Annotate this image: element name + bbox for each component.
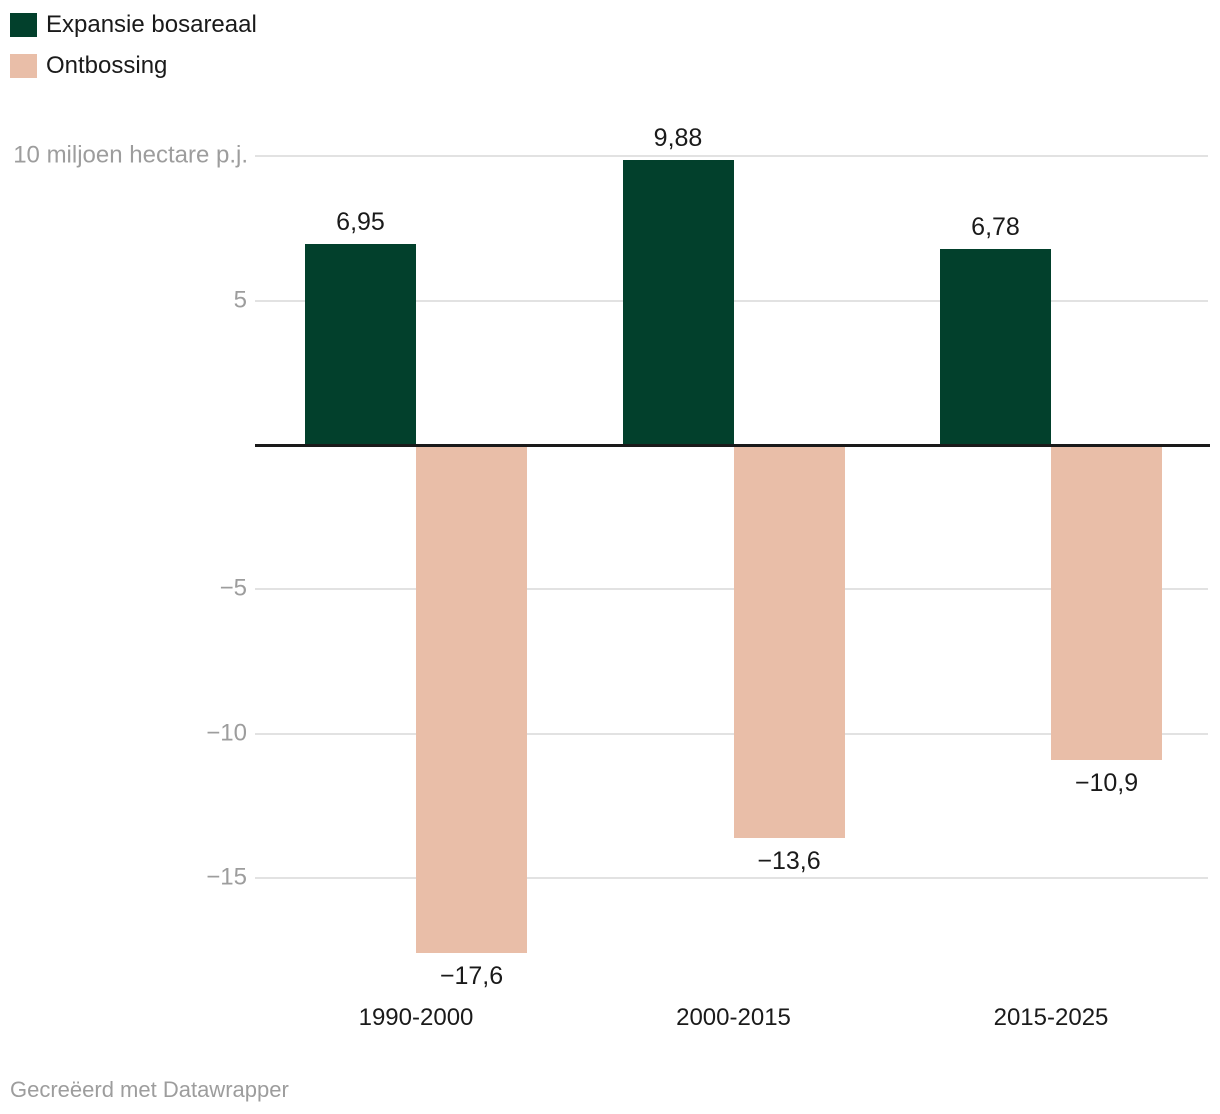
bar-expansie-2000-2015[interactable] — [622, 159, 734, 444]
value-label-ontbossing: −13,6 — [757, 846, 821, 875]
y-gridline — [255, 588, 1208, 591]
attribution-credit: Gecreëerd met Datawrapper — [10, 1077, 289, 1102]
y-gridline — [255, 155, 1208, 158]
x-category-label-2000-2015: 2000-2015 — [676, 1004, 791, 1031]
value-label-expansie: 9,88 — [653, 123, 703, 152]
value-label-expansie: 6,78 — [971, 213, 1020, 242]
bar-expansie-2015-2025[interactable] — [940, 249, 1051, 444]
bar-ontbossing-2015-2025[interactable] — [1051, 447, 1162, 760]
y-axis-unit-label: 10 miljoen hectare p.j. — [13, 141, 248, 169]
legend: Expansie bosareaal Ontbossing — [10, 12, 257, 79]
y-gridline — [255, 877, 1208, 880]
legend-swatch-ontbossing-icon — [10, 54, 37, 78]
y-tick-label: −15 — [206, 863, 247, 891]
y-gridline — [255, 732, 1208, 735]
bar-ontbossing-2000-2015[interactable] — [733, 447, 845, 838]
value-label-ontbossing: −10,9 — [1074, 768, 1139, 797]
legend-label-ontbossing: Ontbossing — [46, 52, 168, 79]
x-category-label-1990-2000: 1990-2000 — [358, 1004, 474, 1031]
y-tick-label: −5 — [219, 574, 247, 602]
bar-ontbossing-1990-2000[interactable] — [416, 447, 527, 954]
legend-swatch-expansie-icon — [10, 13, 37, 37]
value-label-ontbossing: −17,6 — [439, 962, 504, 991]
zero-baseline — [255, 444, 1210, 447]
y-tick-label: −10 — [206, 719, 247, 747]
legend-label-expansie: Expansie bosareaal — [46, 11, 257, 38]
y-tick-label: 5 — [233, 286, 247, 314]
x-category-label-2015-2025: 2015-2025 — [993, 1004, 1109, 1031]
value-label-expansie: 6,95 — [336, 208, 385, 237]
legend-item-expansie-bosareaal: Expansie bosareaal — [10, 12, 257, 38]
bar-expansie-1990-2000[interactable] — [305, 244, 416, 444]
legend-item-ontbossing: Ontbossing — [10, 53, 257, 79]
